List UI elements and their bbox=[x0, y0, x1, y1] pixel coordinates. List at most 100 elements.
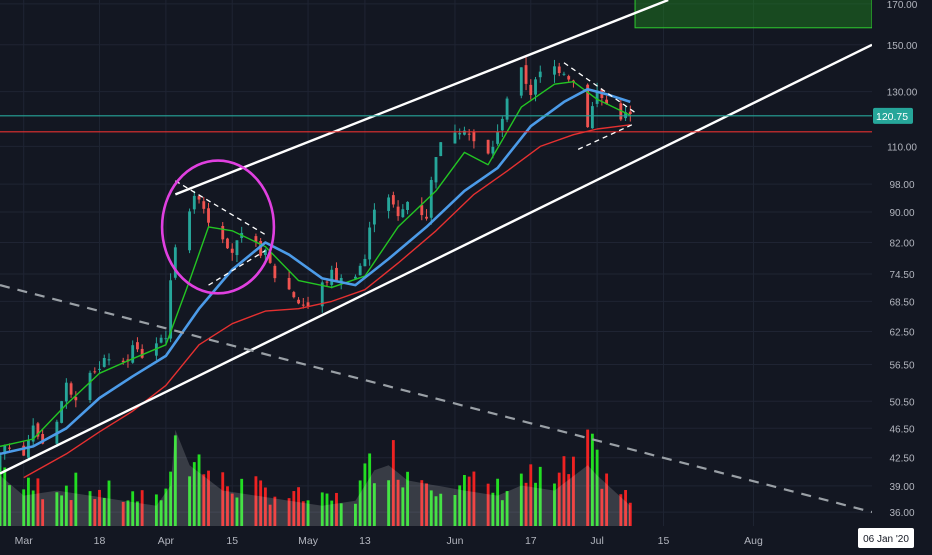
candle-body bbox=[335, 267, 338, 281]
volume-bar bbox=[538, 466, 542, 526]
candle-body bbox=[325, 281, 329, 283]
candle-body bbox=[235, 240, 239, 256]
candle-body bbox=[287, 277, 291, 290]
volume-bar bbox=[463, 474, 466, 526]
volume-bar bbox=[69, 500, 73, 526]
candle-body bbox=[372, 209, 376, 225]
price-tick-label: 56.50 bbox=[889, 360, 914, 371]
volume-layer bbox=[0, 429, 632, 526]
channel-trendline bbox=[174, 0, 669, 196]
candle-body bbox=[491, 146, 495, 154]
candle-body bbox=[102, 357, 106, 367]
volume-bar bbox=[330, 500, 334, 526]
price-tick-label: 50.50 bbox=[889, 397, 914, 408]
candle-body bbox=[429, 179, 433, 218]
volume-bar bbox=[458, 485, 462, 526]
candle-body bbox=[363, 258, 367, 267]
candle-body bbox=[628, 111, 632, 115]
candle-body bbox=[93, 371, 97, 373]
volume-bar bbox=[240, 478, 244, 526]
candle-body bbox=[358, 265, 362, 276]
time-axis[interactable]: Mar 18 Apr 15 May 13 Jun 17 Jul 15 Aug 06 Jan '20 bbox=[15, 528, 914, 548]
volume-bar bbox=[401, 487, 405, 526]
candle-body bbox=[467, 133, 471, 135]
volume-bar bbox=[624, 490, 627, 526]
volume-average-area bbox=[0, 429, 631, 526]
candle-body bbox=[562, 73, 566, 75]
candle-body bbox=[36, 423, 40, 437]
candle-body bbox=[8, 447, 11, 449]
volume-bar bbox=[572, 456, 575, 526]
volume-bar bbox=[22, 489, 26, 526]
candle-body bbox=[22, 445, 26, 456]
candle-body bbox=[391, 195, 395, 205]
volume-bar bbox=[420, 480, 424, 526]
price-axis[interactable]: 170.00 150.00 130.00 120.75 110.00 98.00 90.00… bbox=[873, 0, 918, 519]
volume-bar bbox=[368, 453, 372, 526]
volume-bar bbox=[396, 479, 400, 526]
price-axis-panel bbox=[872, 0, 932, 526]
volume-bar bbox=[3, 467, 7, 526]
candle-body bbox=[567, 76, 571, 80]
last-price-badge bbox=[873, 107, 913, 124]
volume-bar bbox=[159, 500, 163, 526]
price-tick-label: 150.00 bbox=[887, 41, 918, 52]
volume-bar bbox=[339, 503, 343, 526]
candle-body bbox=[439, 142, 443, 157]
volume-bar bbox=[567, 474, 571, 526]
volume-bar bbox=[557, 472, 561, 526]
volume-bar bbox=[268, 504, 272, 526]
candle-body bbox=[188, 211, 191, 251]
candle-body bbox=[292, 292, 296, 298]
moving-average-mid bbox=[0, 87, 631, 456]
candle-body bbox=[434, 157, 438, 183]
time-tick-label: Mar bbox=[15, 535, 34, 547]
volume-bar bbox=[519, 473, 523, 526]
volume-bar bbox=[467, 476, 471, 526]
price-tick-label: 130.00 bbox=[887, 88, 918, 99]
candle-body bbox=[368, 227, 372, 260]
candle-body bbox=[453, 132, 457, 144]
volume-bar bbox=[0, 465, 2, 526]
candle-body bbox=[107, 359, 111, 361]
volume-bar bbox=[230, 493, 234, 526]
candle-body bbox=[3, 445, 7, 455]
volume-bar bbox=[60, 495, 64, 526]
volume-bar bbox=[434, 496, 438, 526]
candle-body bbox=[159, 337, 163, 343]
candle-body bbox=[192, 195, 196, 210]
volume-bar bbox=[363, 463, 367, 526]
volume-bar bbox=[335, 492, 338, 526]
volume-bar bbox=[93, 499, 97, 526]
candle-body bbox=[226, 238, 229, 249]
candle-body bbox=[387, 197, 391, 211]
candle-body bbox=[140, 348, 144, 358]
volume-bar bbox=[136, 501, 139, 526]
candle-body bbox=[396, 206, 400, 217]
candle-body bbox=[538, 71, 542, 78]
candle-body bbox=[259, 240, 263, 256]
volume-bar bbox=[387, 480, 391, 526]
candle-body bbox=[524, 65, 528, 84]
volume-bar bbox=[235, 497, 239, 526]
time-tick-label: Jun bbox=[446, 535, 463, 547]
candle-body bbox=[458, 133, 462, 135]
candle-body bbox=[463, 130, 466, 135]
volume-bar bbox=[491, 492, 495, 526]
time-tick-label: 17 bbox=[525, 535, 537, 547]
volume-bar bbox=[524, 482, 528, 526]
candle-body bbox=[131, 345, 135, 363]
triangle-upper-line bbox=[563, 62, 636, 113]
time-tick-label: Jul bbox=[590, 535, 603, 547]
candle-body bbox=[320, 282, 324, 307]
candle-body bbox=[306, 302, 310, 307]
candle-body bbox=[64, 382, 68, 402]
candle-body bbox=[624, 112, 627, 119]
time-tick-label: 15 bbox=[226, 535, 238, 547]
moving-average-slow bbox=[23, 124, 631, 479]
candle-body bbox=[221, 225, 225, 240]
volume-bar bbox=[358, 480, 362, 526]
candle-body bbox=[202, 201, 206, 209]
time-tick-label: 13 bbox=[359, 535, 371, 547]
volume-bar bbox=[439, 493, 443, 526]
